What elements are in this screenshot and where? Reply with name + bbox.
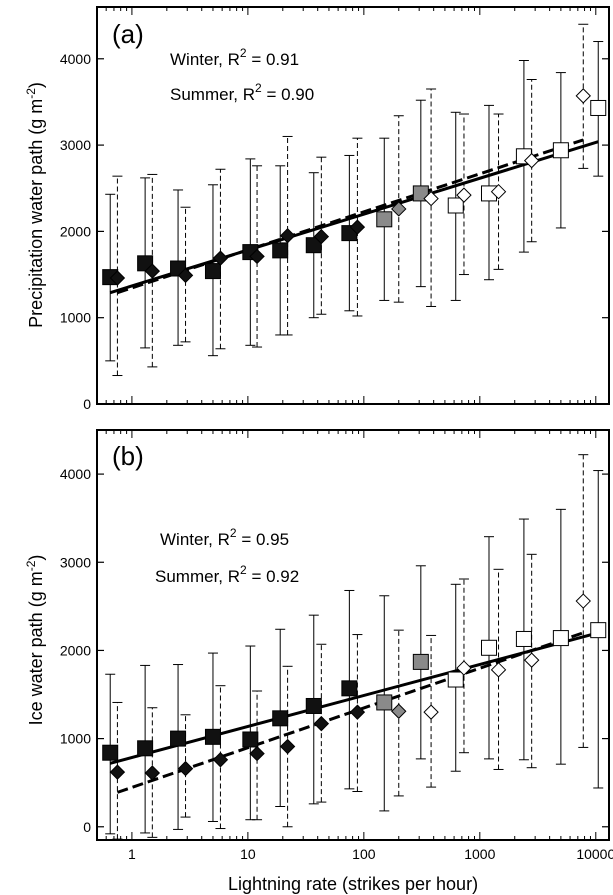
y-tick-label: 3000 [60,554,91,570]
diamond-marker [249,248,265,265]
square-marker [412,653,429,670]
panel-a-label: (a) [112,19,144,49]
y-tick-label: 2000 [60,223,91,239]
square-marker [341,680,358,697]
square-marker [204,263,221,280]
panel-b-y-axis-title: Ice water path (g m-2) [24,555,46,726]
panel-a-ticks: 0 1000 2000 3000 4000 [60,7,609,412]
square-marker [137,740,154,757]
panel-b-summer-r2: Summer, R2 = 0.92 [155,563,299,586]
x-tick-label: 100 [352,846,376,862]
square-marker [170,730,187,747]
diamond-marker [177,267,194,284]
panel-a-winter-r2: Winter, R2 = 0.91 [170,46,299,69]
panel-b-markers [102,593,607,781]
diamond-marker [109,764,126,780]
diamond-marker [523,652,540,668]
diamond-marker [523,152,540,169]
square-marker [305,697,322,714]
diamond-marker [391,201,407,217]
panel-a-y-axis-title: Precipitation water path (g m-2) [24,82,46,328]
x-tick-label: 10000 [576,846,613,862]
y-tick-label: 2000 [60,642,91,658]
square-marker [102,744,119,761]
diamond-marker [212,752,229,768]
square-marker [590,99,607,116]
y-tick-label: 0 [83,396,91,412]
y-tick-label: 1000 [60,731,91,747]
square-marker [204,728,221,745]
square-marker [515,630,532,647]
fit-line-winter [109,140,599,295]
diamond-marker [575,88,591,104]
square-marker [447,671,464,688]
square-marker [376,211,393,228]
fit-line-summer [116,138,584,295]
diamond-marker [109,270,126,286]
diamond-marker [249,745,265,762]
diamond-marker [349,704,366,720]
y-tick-label: 4000 [60,51,91,67]
y-tick-label: 3000 [60,137,91,153]
diamond-marker [349,219,366,235]
panel-a-summer-r2: Summer, R2 = 0.90 [170,81,314,104]
panel-a-plot-frame [96,6,610,405]
panel-b-winter-r2: Winter, R2 = 0.95 [160,526,289,549]
diamond-marker [391,703,407,719]
diamond-marker [313,228,330,245]
diamond-marker [279,738,296,755]
x-axis-title: Lightning rate (strikes per hour) [228,874,478,894]
diamond-marker [423,190,439,207]
panel-a-fit-lines [109,138,599,295]
diamond-marker [144,765,161,781]
panel-a-markers [102,88,607,286]
square-marker [272,242,289,259]
x-tick-label: 10 [240,846,256,862]
x-tick-label: 1 [128,846,136,862]
square-marker [305,237,322,254]
y-tick-label: 0 [83,819,91,835]
square-marker [272,710,289,727]
square-marker [552,142,569,159]
diamond-marker [575,593,591,609]
diamond-marker [177,760,194,777]
diamond-marker [279,227,296,244]
square-marker [412,185,429,202]
x-tick-label: 1000 [464,846,495,862]
diamond-marker [423,704,439,720]
square-marker [447,197,464,214]
panel-b-label: (b) [112,441,144,471]
square-marker [480,639,497,656]
square-marker [590,622,607,639]
panel-b-plot-frame [96,429,610,841]
panel-a-error-bars [105,23,604,377]
panel-b: 0 1000 2000 3000 4000 1 10 100 1000 10000 (b) Win… [24,429,613,894]
diamond-marker [456,187,472,203]
diamond-marker [144,263,161,279]
diamond-marker [212,250,229,266]
y-tick-label: 4000 [60,466,91,482]
diamond-marker [490,183,507,200]
square-marker [376,694,393,711]
square-marker [552,630,569,647]
diamond-marker [313,715,330,732]
y-tick-label: 1000 [60,310,91,326]
square-marker [242,731,259,748]
diamond-marker [456,660,472,676]
diamond-marker [490,662,507,678]
